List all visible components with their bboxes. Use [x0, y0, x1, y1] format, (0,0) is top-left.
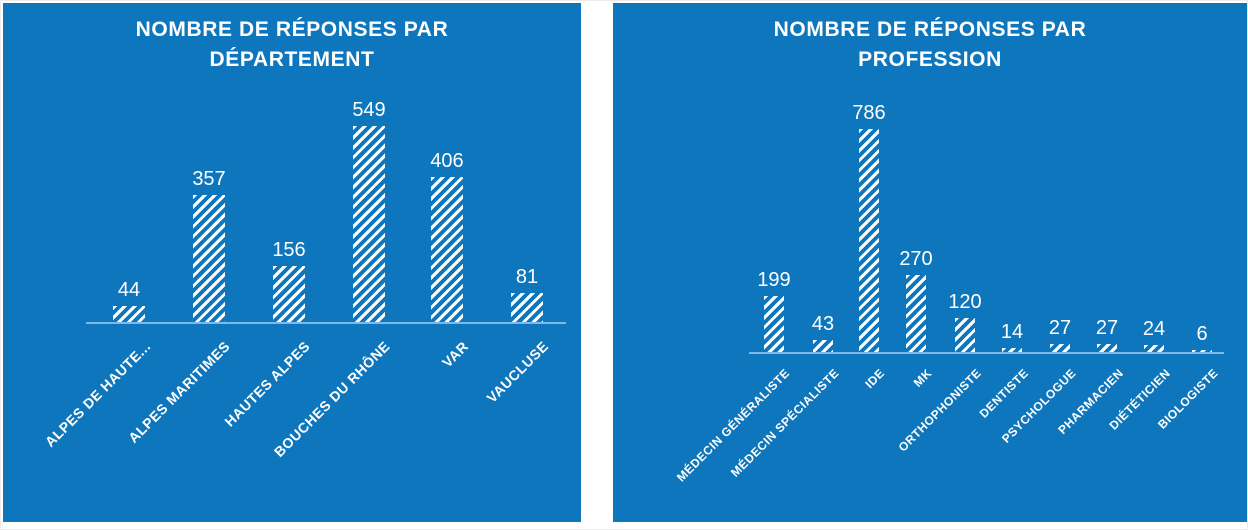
category-label: VAUCLUSE: [483, 338, 552, 406]
bar: [764, 296, 784, 352]
x-axis-line: [86, 322, 566, 324]
plot-area-departement: 44 ALPES DE HAUTE... 357 ALPES MARITIMES 156…: [3, 3, 581, 522]
bar-value-label: 6: [1196, 323, 1208, 345]
bar-value-label: 43: [811, 313, 835, 335]
chart-title-profession: NOMBRE DE RÉPONSES PAR PROFESSION: [773, 18, 1087, 71]
bar-value-label: 549: [352, 99, 386, 121]
plot-area-profession: 199 MÉDECIN GÉNÉRALISTE 43 MÉDECIN SPÉCIALI…: [613, 3, 1247, 522]
bar-value-label: 27: [1095, 317, 1119, 339]
bar-value-label: 270: [899, 248, 933, 270]
bar-value-label: 27: [1048, 317, 1072, 339]
category-label: ORTHOPHONISTE: [895, 366, 984, 455]
bar: [859, 129, 879, 352]
category-label: IDE: [862, 366, 888, 392]
chart-title-departement: NOMBRE DE RÉPONSES PAR DÉPARTEMENT: [135, 18, 449, 71]
bar: [113, 306, 145, 322]
bar-value-label: 786: [852, 102, 886, 124]
bar: [1050, 344, 1070, 352]
bar: [1192, 350, 1212, 352]
chart-panel-departement: NOMBRE DE RÉPONSES PAR DÉPARTEMENT 44 ALP…: [3, 3, 581, 522]
bar-value-label: 199: [757, 269, 791, 291]
bar: [1144, 345, 1164, 352]
bar-value-label: 156: [272, 239, 306, 261]
bar: [1002, 348, 1022, 352]
bar-value-label: 14: [1000, 321, 1024, 343]
bar: [906, 275, 926, 352]
bar: [955, 318, 975, 352]
bar: [813, 340, 833, 352]
bar: [1097, 344, 1117, 352]
chart-panel-profession: NOMBRE DE RÉPONSES PAR PROFESSION 199 MÉD…: [613, 3, 1247, 522]
bar: [273, 266, 305, 322]
category-label: VAR: [438, 338, 472, 371]
x-axis-line: [749, 352, 1224, 354]
bar-value-label: 24: [1142, 318, 1166, 340]
bar-value-label: 81: [515, 266, 539, 288]
bar: [511, 293, 543, 322]
bar: [431, 177, 463, 322]
category-label: HAUTES ALPES: [221, 338, 314, 430]
bar-value-label: 120: [948, 291, 982, 313]
bar-value-label: 406: [430, 150, 464, 172]
bar: [193, 195, 225, 322]
bar-value-label: 44: [117, 279, 141, 301]
bar-value-label: 357: [192, 168, 226, 190]
category-label: MK: [911, 366, 935, 390]
bar: [353, 126, 385, 322]
